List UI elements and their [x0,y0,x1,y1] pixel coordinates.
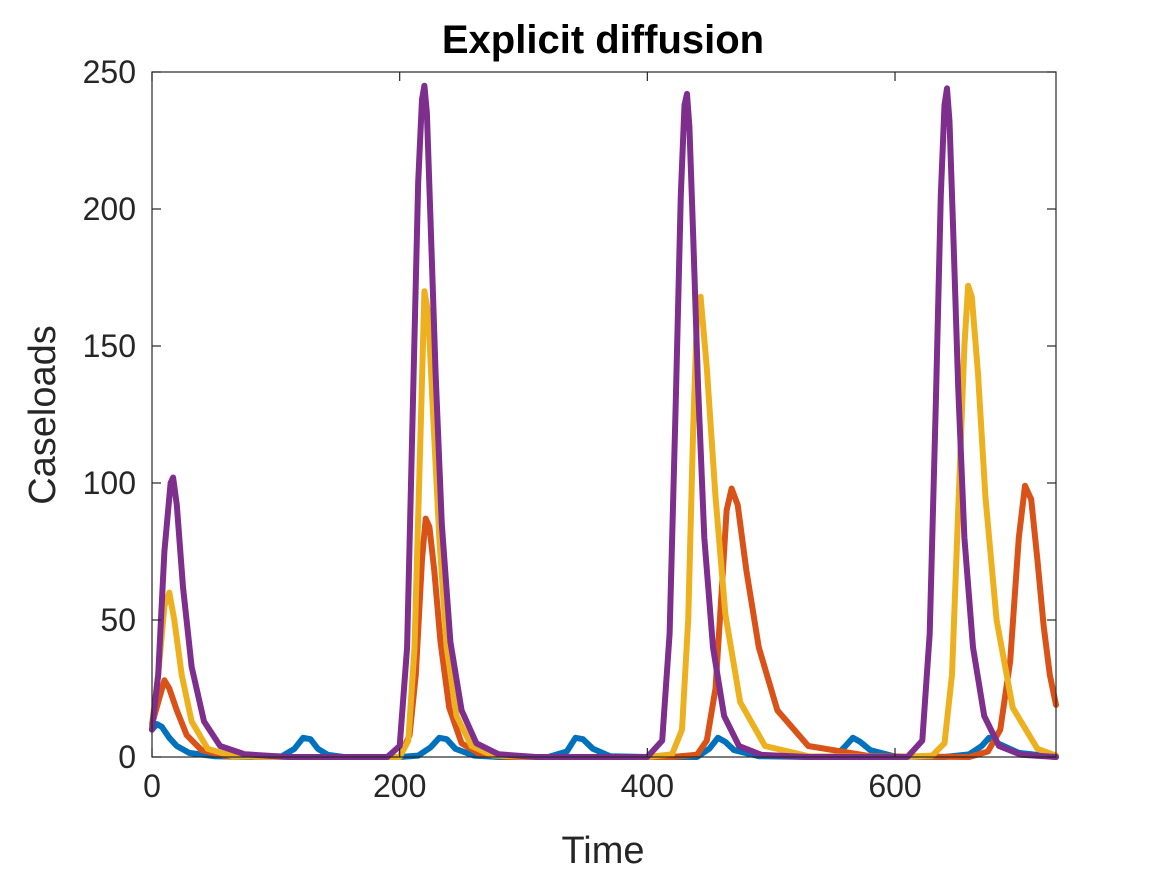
series-line-3 [149,282,1059,760]
x-tick-label: 200 [373,768,426,804]
x-tick-label: 400 [621,768,674,804]
series-line-1 [149,721,1059,760]
plot-area-frame [151,71,1057,758]
series-line-4 [149,82,1059,760]
x-tick-label: 600 [868,768,921,804]
y-tick-label: 0 [118,739,136,775]
y-tick-label: 150 [83,328,136,364]
axes-layer: 0 200 400 600 0 50 100 150 200 250 [83,54,1057,804]
y-axis-label: Caseloads [22,325,64,505]
y-tick-label: 100 [83,465,136,501]
y-tick-label: 50 [100,602,136,638]
y-tick-label: 200 [83,191,136,227]
x-tick-label: 0 [143,768,161,804]
y-tick-label: 250 [83,54,136,90]
x-axis-label: Time [561,830,644,872]
chart-title: Explicit diffusion [442,18,764,62]
